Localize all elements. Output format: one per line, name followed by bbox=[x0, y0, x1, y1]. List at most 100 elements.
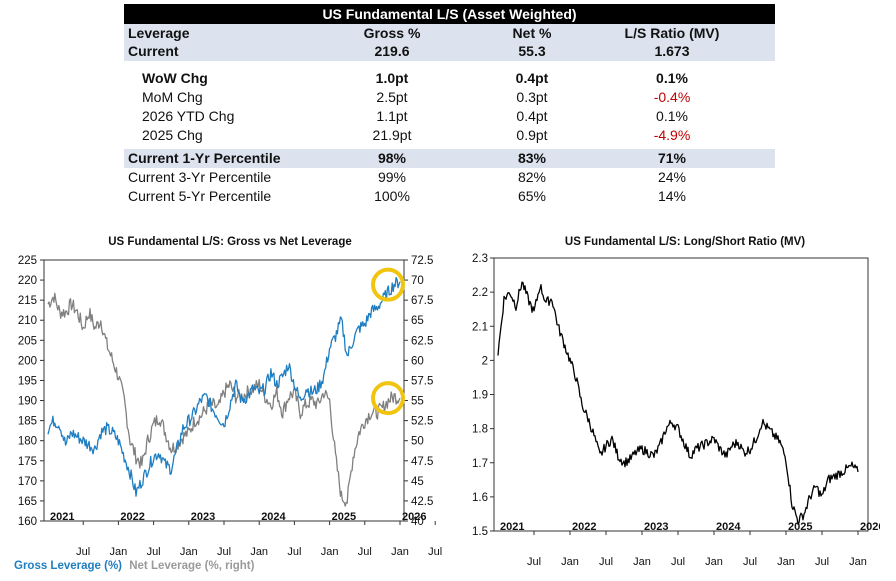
table-title: US Fundamental L/S (Asset Weighted) bbox=[124, 4, 775, 24]
row-label: Current 1-Yr Percentile bbox=[128, 150, 281, 166]
leverage-stats-table: US Fundamental L/S (Asset Weighted) Leve… bbox=[124, 4, 775, 206]
net-value: 0.9pt bbox=[516, 127, 548, 143]
year-label: 2021 bbox=[500, 521, 524, 533]
net-leverage-line bbox=[47, 292, 401, 507]
month-label: Jan bbox=[391, 546, 409, 558]
y-left-tick-label: 215 bbox=[18, 295, 37, 307]
month-label: Jul bbox=[76, 546, 90, 558]
gross-value: 100% bbox=[374, 188, 410, 204]
current-ratio: 1.673 bbox=[654, 43, 690, 59]
current-label: Current bbox=[128, 43, 179, 59]
month-label: Jan bbox=[180, 546, 198, 558]
y-right-tick-label: 52.5 bbox=[411, 416, 433, 428]
y-tick-label: 2.2 bbox=[472, 287, 488, 299]
y-tick-label: 1.5 bbox=[472, 526, 488, 538]
ls-ratio-line bbox=[497, 281, 859, 525]
year-2025-change-row: 2025 Chg 21.9pt 0.9pt -4.9% bbox=[124, 126, 775, 145]
y-tick-label: 1.7 bbox=[472, 458, 488, 470]
month-label: Jan bbox=[250, 546, 268, 558]
header-gross: Gross % bbox=[363, 25, 421, 41]
header-ratio: L/S Ratio (MV) bbox=[624, 25, 720, 41]
ratio-value: -0.4% bbox=[653, 89, 691, 105]
percentile-5yr-row: Current 5-Yr Percentile 100% 65% 14% bbox=[124, 187, 775, 206]
month-label: Jan bbox=[561, 556, 579, 568]
current-net: 55.3 bbox=[518, 43, 546, 59]
y-right-tick-label: 65 bbox=[411, 315, 424, 327]
net-value: 0.3pt bbox=[516, 89, 548, 105]
y-right-tick-label: 60 bbox=[411, 355, 424, 367]
y-right-tick-label: 70 bbox=[411, 275, 424, 287]
gross-value: 1.0pt bbox=[375, 70, 409, 86]
y-left-tick-label: 190 bbox=[18, 396, 37, 408]
row-label: MoM Chg bbox=[142, 89, 203, 105]
y-right-tick-label: 57.5 bbox=[411, 375, 433, 387]
row-label: Current 3-Yr Percentile bbox=[128, 169, 272, 185]
month-label: Jul bbox=[743, 556, 757, 568]
y-left-tick-label: 210 bbox=[18, 315, 37, 327]
month-label: Jul bbox=[599, 556, 613, 568]
legend-gross: Gross Leverage (%) bbox=[14, 560, 123, 572]
y-right-tick-label: 47.5 bbox=[411, 456, 433, 468]
year-label: 2023 bbox=[644, 521, 668, 533]
ratio-value: 14% bbox=[657, 188, 687, 204]
year-label: 2024 bbox=[261, 511, 286, 523]
y-left-tick-label: 195 bbox=[18, 375, 37, 387]
year-label: 2026 bbox=[860, 521, 880, 533]
ratio-value: -4.9% bbox=[653, 127, 691, 143]
gross-value: 2.5pt bbox=[376, 89, 408, 105]
year-label: 2022 bbox=[572, 521, 596, 533]
wow-change-row: WoW Chg 1.0pt 0.4pt 0.1% bbox=[124, 69, 775, 88]
y-left-tick-label: 225 bbox=[18, 255, 37, 267]
plot-frame bbox=[43, 259, 405, 522]
gross-highlight-circle bbox=[371, 267, 405, 302]
year-label: 2026 bbox=[402, 511, 426, 523]
year-label: 2023 bbox=[191, 511, 215, 523]
gross-value: 21.9pt bbox=[372, 127, 412, 143]
ytd-change-row: 2026 YTD Chg 1.1pt 0.4pt 0.1% bbox=[124, 107, 775, 126]
month-label: Jan bbox=[110, 546, 128, 558]
percentile-1yr-row: Current 1-Yr Percentile 98% 83% 71% bbox=[124, 149, 775, 168]
month-label: Jan bbox=[321, 546, 339, 558]
net-value: 82% bbox=[517, 169, 547, 185]
y-left-tick-label: 205 bbox=[18, 335, 37, 347]
leverage-chart-title: US Fundamental L/S: Gross vs Net Leverag… bbox=[108, 236, 352, 248]
month-label: Jul bbox=[147, 546, 161, 558]
gross-value: 1.1pt bbox=[376, 108, 408, 124]
y-left-tick-label: 170 bbox=[18, 476, 37, 488]
gross-leverage-line bbox=[47, 276, 401, 497]
year-label: 2021 bbox=[50, 511, 74, 523]
y-right-tick-label: 55 bbox=[411, 396, 424, 408]
current-row: Current 219.6 55.3 1.673 bbox=[124, 42, 775, 61]
row-label: 2026 YTD Chg bbox=[142, 108, 235, 124]
y-right-tick-label: 45 bbox=[411, 476, 424, 488]
month-label: Jul bbox=[527, 556, 541, 568]
net-value: 0.4pt bbox=[515, 70, 549, 86]
y-right-tick-label: 42.5 bbox=[411, 496, 433, 508]
y-tick-label: 2.3 bbox=[472, 253, 488, 265]
ratio-chart: 1.5 1.6 1.7 1.8 1.9 2 2.1 2.2 2.3 2021 2022 2023 202… bbox=[472, 253, 880, 568]
y-right-tick-label: 62.5 bbox=[411, 335, 433, 347]
net-value: 83% bbox=[517, 150, 547, 166]
ratio-value: 24% bbox=[657, 169, 687, 185]
y-left-tick-label: 160 bbox=[18, 516, 37, 528]
month-label: Jan bbox=[633, 556, 651, 568]
y-left-tick-label: 220 bbox=[18, 275, 37, 287]
month-label: Jul bbox=[217, 546, 231, 558]
y-left-tick-label: 180 bbox=[18, 436, 37, 448]
month-label: Jul bbox=[287, 546, 301, 558]
plot-frame bbox=[493, 257, 869, 532]
current-gross: 219.6 bbox=[374, 43, 410, 59]
y-tick-label: 1.8 bbox=[472, 424, 488, 436]
legend-net: Net Leverage (%, right) bbox=[129, 560, 255, 572]
y-right-tick-label: 67.5 bbox=[411, 295, 433, 307]
row-label: 2025 Chg bbox=[142, 127, 203, 143]
row-label: Current 5-Yr Percentile bbox=[128, 188, 272, 204]
y-tick-label: 1.9 bbox=[472, 390, 488, 402]
year-label: 2025 bbox=[788, 521, 812, 533]
year-label: 2022 bbox=[120, 511, 144, 523]
row-label: WoW Chg bbox=[142, 70, 208, 86]
month-label: Jul bbox=[358, 546, 372, 558]
leverage-chart: 160 165 170 175 180 185 190 195 200 205 210 215 220 2… bbox=[18, 255, 442, 558]
leverage-legend: Gross Leverage (%) Net Leverage (%, righ… bbox=[14, 560, 254, 572]
gross-value: 98% bbox=[377, 150, 407, 166]
